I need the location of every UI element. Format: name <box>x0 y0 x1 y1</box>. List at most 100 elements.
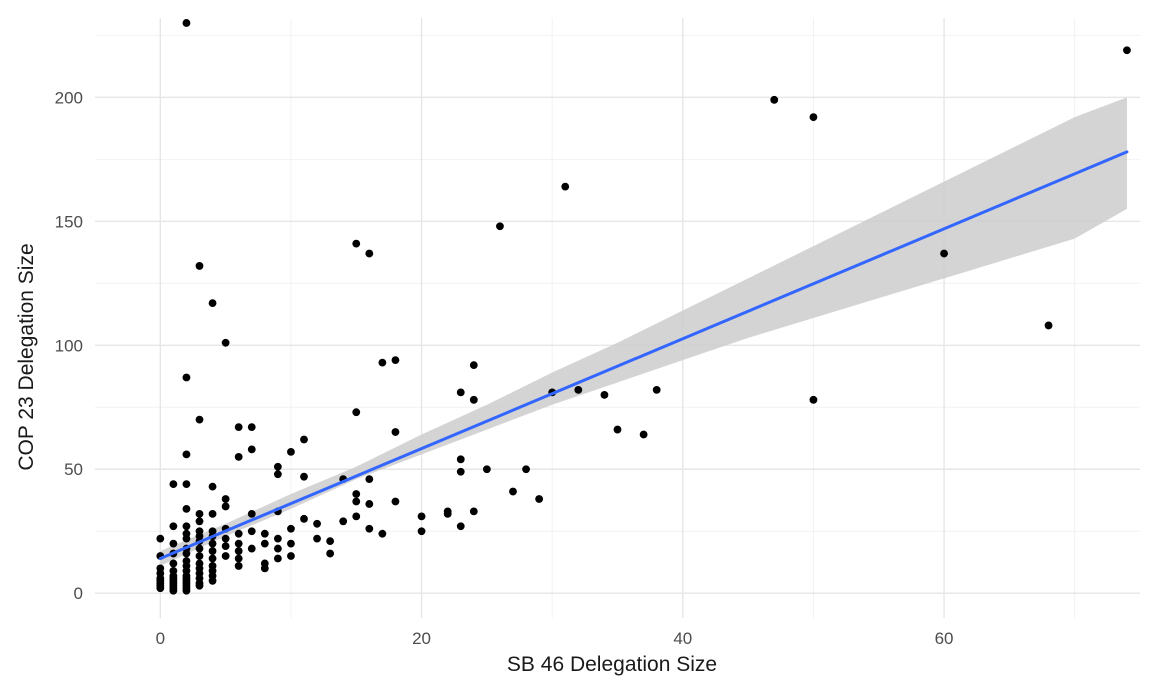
tick-labels: 0 20 40 60 0 50 100 150 200 <box>55 88 954 648</box>
data-point <box>456 522 465 531</box>
data-point <box>352 239 361 248</box>
data-point <box>195 581 204 590</box>
data-point <box>522 465 530 474</box>
data-point <box>600 390 609 399</box>
data-point <box>221 495 230 503</box>
data-point <box>169 522 178 531</box>
data-point <box>391 497 400 506</box>
x-tick-label: 0 <box>156 629 165 648</box>
data-point <box>574 386 583 394</box>
data-point <box>509 487 517 496</box>
data-point <box>234 529 243 538</box>
data-point <box>169 574 178 583</box>
data-point <box>182 505 191 513</box>
data-point <box>613 425 622 434</box>
data-point <box>195 517 204 526</box>
data-point <box>391 356 400 365</box>
data-point <box>365 524 374 533</box>
data-point <box>352 512 361 521</box>
y-axis-title: COP 23 Delegation Size <box>15 243 38 470</box>
data-point <box>417 527 426 536</box>
data-point <box>260 539 269 548</box>
data-point <box>639 430 648 439</box>
y-tick-label: 0 <box>74 584 83 603</box>
data-point <box>182 534 191 543</box>
data-point <box>208 299 217 308</box>
data-point <box>378 358 387 367</box>
data-point <box>1123 46 1131 55</box>
data-point <box>365 500 374 508</box>
data-point <box>273 462 282 471</box>
data-point <box>273 534 282 543</box>
data-point <box>300 435 308 444</box>
data-point <box>313 534 321 543</box>
data-point <box>156 576 165 585</box>
y-tick-label: 50 <box>64 460 83 479</box>
data-point <box>456 467 465 476</box>
y-tick-label: 200 <box>55 88 83 107</box>
data-point <box>208 554 217 563</box>
data-point <box>234 562 243 570</box>
data-point <box>195 509 204 518</box>
data-point <box>469 395 478 404</box>
data-point <box>365 475 374 484</box>
data-point <box>287 552 295 560</box>
data-point <box>247 423 256 431</box>
x-tick-label: 40 <box>673 629 692 648</box>
data-point <box>182 450 191 459</box>
data-point <box>221 542 230 550</box>
data-point <box>469 361 478 370</box>
data-point <box>300 514 308 523</box>
data-point <box>182 522 191 531</box>
data-point <box>208 509 217 518</box>
data-point <box>208 576 217 585</box>
data-point <box>352 497 361 506</box>
data-point <box>182 19 191 27</box>
data-point <box>260 529 269 538</box>
data-point <box>247 509 256 518</box>
data-point <box>326 549 335 558</box>
data-point <box>221 338 230 347</box>
data-point <box>326 537 335 546</box>
data-point <box>561 182 570 191</box>
x-tick-label: 20 <box>412 629 431 648</box>
data-point <box>273 544 282 553</box>
data-point <box>169 539 178 548</box>
trend-line-layer <box>158 150 1129 560</box>
data-point <box>221 534 230 543</box>
data-point <box>300 472 308 481</box>
data-point <box>234 423 243 431</box>
data-point <box>195 415 204 424</box>
data-point <box>208 539 217 548</box>
data-point <box>182 373 191 382</box>
y-tick-label: 150 <box>55 212 83 231</box>
data-point <box>391 428 400 436</box>
data-point <box>770 95 779 104</box>
data-point <box>469 507 478 516</box>
data-point <box>247 445 256 454</box>
data-point <box>352 490 361 498</box>
data-point <box>535 495 544 503</box>
data-point <box>156 534 165 543</box>
data-point <box>221 552 230 560</box>
grid <box>95 18 1140 618</box>
data-point <box>169 559 178 568</box>
data-point <box>496 222 504 231</box>
x-tick-label: 60 <box>935 629 954 648</box>
data-point <box>234 547 243 555</box>
data-point <box>378 529 387 538</box>
data-point <box>940 249 948 258</box>
data-point <box>273 470 282 479</box>
data-point <box>287 524 295 533</box>
confidence-band <box>160 97 1127 566</box>
data-point <box>809 113 818 122</box>
data-point <box>313 519 321 528</box>
data-point <box>287 539 295 548</box>
data-point <box>234 539 243 548</box>
data-point <box>169 586 178 595</box>
data-point <box>809 395 818 404</box>
data-point <box>221 502 230 511</box>
x-axis-title: SB 46 Delegation Size <box>507 653 717 676</box>
